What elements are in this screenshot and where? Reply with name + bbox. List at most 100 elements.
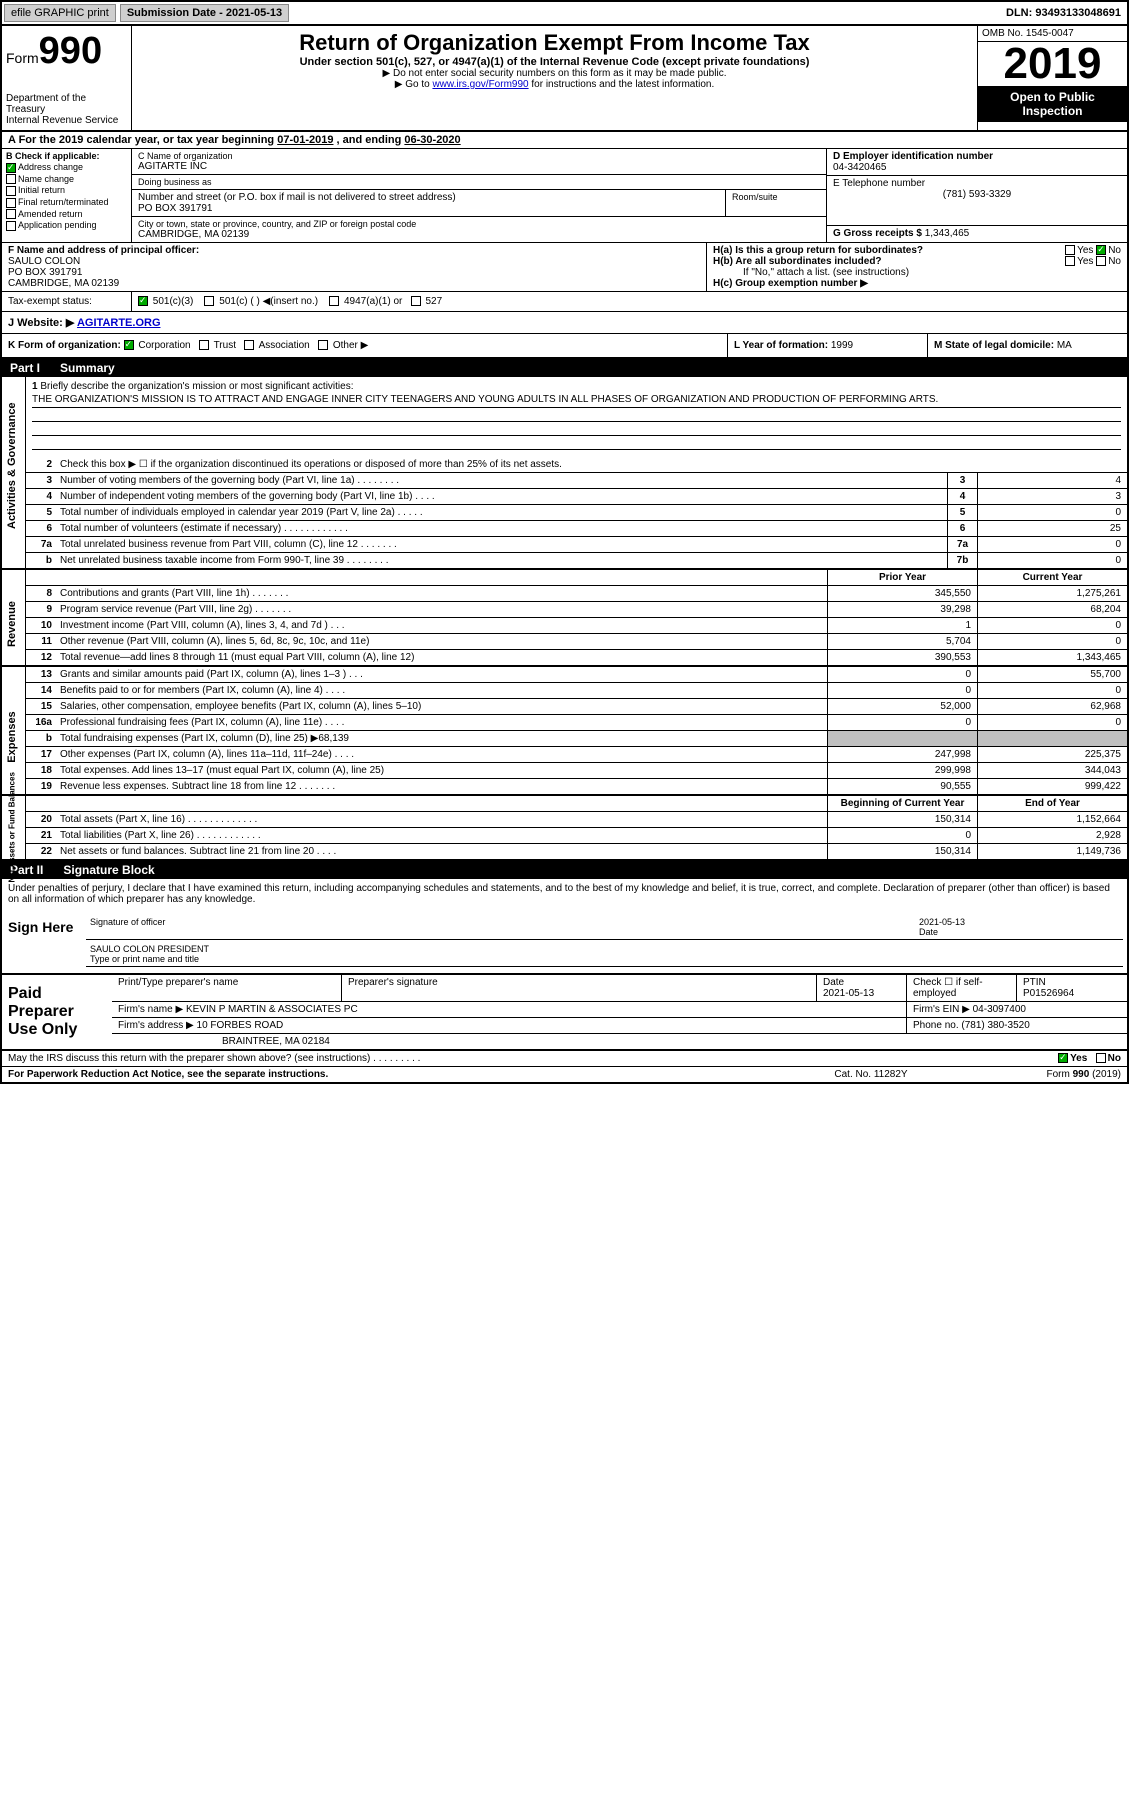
sig-name-label: Type or print name and title [90, 954, 199, 964]
tax-year: 2019 [978, 42, 1127, 86]
city-cell: City or town, state or province, country… [132, 216, 826, 242]
line-8: 8Contributions and grants (Part VIII, li… [26, 586, 1127, 602]
dba-label: Doing business as [138, 177, 820, 187]
status-row: Tax-exempt status: 501(c)(3) 501(c) ( ) … [2, 292, 1127, 312]
form-subtitle: Under section 501(c), 527, or 4947(a)(1)… [136, 56, 973, 68]
website-link[interactable]: AGITARTE.ORG [77, 317, 161, 329]
website-row: J Website: ▶ AGITARTE.ORG [2, 312, 1127, 334]
submission-date-label: Submission Date - [127, 7, 226, 19]
netassets-section: Net Assets or Fund Balances Beginning of… [2, 796, 1127, 861]
opt-assoc: Association [259, 340, 310, 351]
form-number: Form990 [6, 30, 127, 73]
prep-h3v: 2021-05-13 [823, 988, 874, 999]
header-row: Form990 Department of the Treasury Inter… [2, 26, 1127, 132]
preparer-right: Print/Type preparer's name Preparer's si… [112, 975, 1127, 1049]
revenue-label: Revenue [2, 570, 26, 665]
ein-label: D Employer identification number [833, 151, 1121, 162]
begin-year-label: Beginning of Current Year [827, 796, 977, 811]
opt-trust: Trust [214, 340, 236, 351]
prep-h5: PTIN [1023, 977, 1046, 988]
netassets-year-header: Beginning of Current Year End of Year [26, 796, 1127, 812]
hc-row: H(c) Group exemption number ▶ [713, 278, 1121, 289]
chk-other[interactable] [318, 340, 328, 350]
chk-address-change[interactable]: Address change [6, 162, 127, 173]
revenue-section: Revenue Prior Year Current Year 8Contrib… [2, 570, 1127, 667]
org-name-cell: C Name of organization AGITARTE INC [132, 149, 826, 175]
governance-section: Activities & Governance 1 Briefly descri… [2, 377, 1127, 570]
part2-title: Signature Block [63, 863, 154, 877]
chk-app-pending[interactable]: Application pending [6, 220, 127, 231]
box-k: K Form of organization: Corporation Trus… [2, 334, 727, 357]
chk-4947[interactable] [329, 296, 339, 306]
line-b: bTotal fundraising expenses (Part IX, co… [26, 731, 1127, 747]
end-year-label: End of Year [977, 796, 1127, 811]
box-l: L Year of formation: 1999 [727, 334, 927, 357]
chk-discuss-no[interactable] [1096, 1053, 1106, 1063]
line-14: 14Benefits paid to or for members (Part … [26, 683, 1127, 699]
gross-label: G Gross receipts $ [833, 228, 925, 239]
gross-value: 1,343,465 [925, 228, 970, 239]
note-ssn: ▶ Do not enter social security numbers o… [136, 68, 973, 79]
chk-label: Final return/terminated [18, 197, 109, 207]
box-b-label: B Check if applicable: [6, 151, 127, 161]
room-label: Room/suite [732, 192, 820, 202]
header-right: OMB No. 1545-0047 2019 Open to Public In… [977, 26, 1127, 130]
chk-501c[interactable] [204, 296, 214, 306]
sig-line-2: SAULO COLON PRESIDENTType or print name … [86, 942, 1123, 967]
mission-line [32, 422, 1121, 436]
chk-amended[interactable]: Amended return [6, 209, 127, 220]
line-9: 9Program service revenue (Part VIII, lin… [26, 602, 1127, 618]
chk-corp[interactable] [124, 340, 134, 350]
chk-assoc[interactable] [244, 340, 254, 350]
line-13: 13Grants and similar amounts paid (Part … [26, 667, 1127, 683]
chk-name-change[interactable]: Name change [6, 174, 127, 185]
opt-other: Other ▶ [333, 340, 368, 351]
prep-h1: Print/Type preparer's name [112, 975, 342, 1001]
chk-discuss-yes[interactable] [1058, 1053, 1068, 1063]
period-end: 06-30-2020 [404, 134, 460, 146]
governance-label: Activities & Governance [2, 377, 26, 568]
line-11: 11Other revenue (Part VIII, column (A), … [26, 634, 1127, 650]
header-left: Form990 Department of the Treasury Inter… [2, 26, 132, 130]
sig-date: 2021-05-13 [919, 917, 965, 927]
line-19: 19Revenue less expenses. Subtract line 1… [26, 779, 1127, 794]
prep-addr2-row: BRAINTREE, MA 02184 [112, 1034, 1127, 1049]
chk-final-return[interactable]: Final return/terminated [6, 197, 127, 208]
line-2: 2 Check this box ▶ ☐ if the organization… [26, 457, 1127, 473]
firm-phone: (781) 380-3520 [961, 1020, 1029, 1031]
firm-label: Firm's name ▶ [118, 1004, 183, 1015]
revenue-content: Prior Year Current Year 8Contributions a… [26, 570, 1127, 665]
chk-initial-return[interactable]: Initial return [6, 185, 127, 196]
box-f: F Name and address of principal officer:… [2, 243, 707, 291]
chk-trust[interactable] [199, 340, 209, 350]
city-label: City or town, state or province, country… [138, 219, 820, 229]
current-year-label: Current Year [977, 570, 1127, 585]
period-text-a: A For the 2019 calendar year, or tax yea… [8, 134, 277, 146]
form-container: efile GRAPHIC print Submission Date - 20… [0, 0, 1129, 1084]
submission-date-value: 2021-05-13 [226, 7, 282, 19]
prep-addr-row: Firm's address ▶ 10 FORBES ROAD Phone no… [112, 1018, 1127, 1034]
org-name-label: C Name of organization [138, 151, 820, 161]
efile-print-button[interactable]: efile GRAPHIC print [4, 4, 116, 22]
firm-ein: 04-3097400 [973, 1004, 1026, 1015]
website-label: J Website: ▶ [8, 317, 74, 329]
top-bar: efile GRAPHIC print Submission Date - 20… [2, 2, 1127, 26]
sign-here-right: Signature of officer 2021-05-13Date SAUL… [82, 909, 1127, 973]
chk-501c3[interactable] [138, 296, 148, 306]
irs-link[interactable]: www.irs.gov/Form990 [432, 79, 528, 90]
expenses-section: Expenses 13Grants and similar amounts pa… [2, 667, 1127, 796]
prep-header-row: Print/Type preparer's name Preparer's si… [112, 975, 1127, 1002]
phone-label: E Telephone number [833, 178, 1121, 189]
ha-label: H(a) Is this a group return for subordin… [713, 245, 923, 256]
line2-desc: Check this box ▶ ☐ if the organization d… [56, 457, 1127, 472]
line-15: 15Salaries, other compensation, employee… [26, 699, 1127, 715]
line-12: 12Total revenue—add lines 8 through 11 (… [26, 650, 1127, 665]
line-21: 21Total liabilities (Part X, line 26) . … [26, 828, 1127, 844]
chk-527[interactable] [411, 296, 421, 306]
prep-firm-row: Firm's name ▶ KEVIN P MARTIN & ASSOCIATE… [112, 1002, 1127, 1018]
box-b: B Check if applicable: Address change Na… [2, 149, 132, 242]
note-pre: ▶ Go to [395, 79, 433, 90]
firm-name: KEVIN P MARTIN & ASSOCIATES PC [186, 1004, 358, 1015]
addr-cell: Number and street (or P.O. box if mail i… [132, 190, 726, 216]
officer-addr2: CAMBRIDGE, MA 02139 [8, 278, 119, 289]
